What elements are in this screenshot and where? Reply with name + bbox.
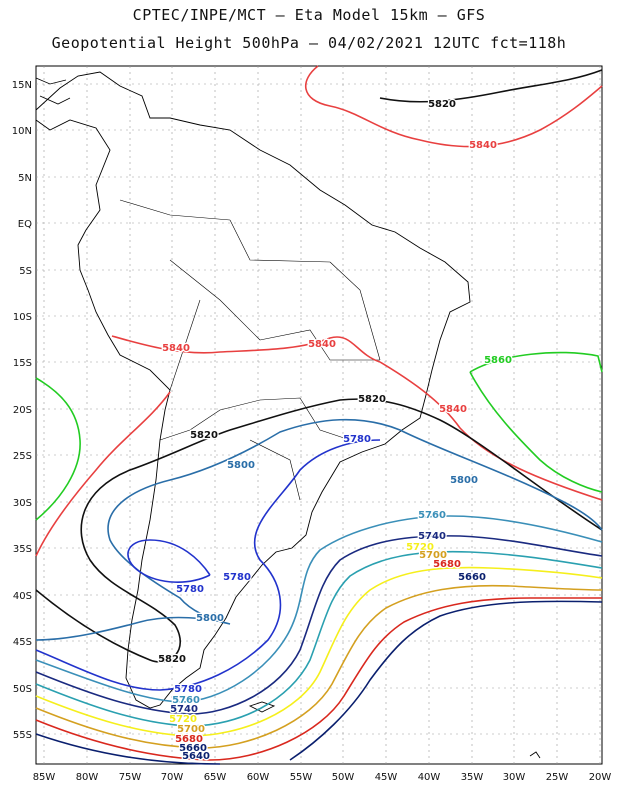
contour-label-5800: 5800 [227, 460, 255, 471]
longitude-label: 65W [204, 772, 227, 783]
contour-label-5740: 5740 [418, 531, 446, 542]
chart-title-line-1: CPTEC/INPE/MCT – Eta Model 15km – GFS [132, 6, 486, 24]
longitude-label: 55W [290, 772, 313, 783]
longitude-label: 50W [332, 772, 355, 783]
latitude-label: 5N [18, 173, 32, 184]
longitude-label: 25W [546, 772, 569, 783]
contour-label-5840: 5840 [439, 404, 467, 415]
latitude-label: 15S [13, 358, 32, 369]
contour-5740 [35, 535, 603, 715]
contour-5820-main [35, 398, 603, 663]
contour-label-5780: 5780 [343, 434, 371, 445]
contour-label-5820: 5820 [158, 654, 186, 665]
contour-label-5840: 5840 [469, 140, 497, 151]
contour-label-5680: 5680 [175, 734, 203, 745]
latitude-label: 5S [19, 266, 32, 277]
contour-label-5780: 5780 [176, 584, 204, 595]
south-america-coastline [35, 71, 471, 709]
contour-5780-main [35, 439, 381, 691]
contour-label-5780: 5780 [223, 572, 251, 583]
plot-frame [35, 65, 603, 765]
contour-5840-central [111, 335, 603, 501]
longitude-label: 45W [375, 772, 398, 783]
latitude-label: 35S [13, 544, 32, 555]
contour-5660 [35, 597, 602, 761]
latitude-label: 10S [13, 312, 32, 323]
contour-label-5640: 5640 [182, 751, 210, 762]
longitude-labels: 85W 80W 75W 70W 65W 60W 55W 50W 45W 40W 35W 30W 25W 2… [33, 772, 612, 783]
longitude-label: 60W [247, 772, 270, 783]
contour-label-5800: 5800 [450, 475, 478, 486]
longitude-label: 35W [461, 772, 484, 783]
contour-5780-loop [127, 539, 211, 583]
height-contours [35, 65, 603, 765]
south-georgia [529, 751, 541, 759]
latitude-label: 25S [13, 451, 32, 462]
chart-title-line-2: Geopotential Height 500hPa – 04/02/2021 … [51, 34, 567, 52]
contour-5860-east [469, 351, 603, 493]
contour-labels: 5820 5840 5840 5840 5860 5840 5820 5820 5780 5800… [157, 98, 513, 764]
latitude-label: 15N [12, 80, 32, 91]
contour-5680 [35, 584, 603, 749]
contour-5760 [35, 515, 603, 703]
contour-label-5660: 5660 [179, 743, 207, 754]
latitude-label: EQ [18, 219, 32, 230]
contour-label-5660: 5660 [458, 572, 486, 583]
coastline [35, 71, 541, 759]
central-america-coastline [35, 77, 71, 105]
latitude-label: 40S [13, 591, 32, 602]
contour-5800 [35, 418, 603, 641]
contour-label-5800: 5800 [196, 613, 224, 624]
contour-label-5740: 5740 [170, 704, 198, 715]
longitude-label: 20W [589, 772, 612, 783]
contour-5640 [35, 600, 603, 765]
contour-5720 [35, 550, 603, 727]
contour-label-5860: 5860 [484, 355, 512, 366]
latitude-labels: 15N 10N 5N EQ 5S 10S 15S 20S 25S 30S 35S 40S 45S 50S 5… [12, 80, 32, 741]
contour-label-5760: 5760 [418, 510, 446, 521]
contour-label-5840: 5840 [162, 343, 190, 354]
contour-label-5700: 5700 [177, 724, 205, 735]
latitude-label: 50S [13, 684, 32, 695]
contour-label-5760: 5760 [172, 695, 200, 706]
latitude-label: 55S [13, 730, 32, 741]
contour-5840-west [35, 391, 171, 557]
latitude-label: 30S [13, 498, 32, 509]
contour-label-5820: 5820 [428, 99, 456, 110]
contour-label-5700: 5700 [419, 550, 447, 561]
longitude-label: 40W [418, 772, 441, 783]
contour-label-5720: 5720 [406, 542, 434, 553]
latitude-label: 10N [12, 126, 32, 137]
contour-label-5680: 5680 [433, 559, 461, 570]
contour-label-5820: 5820 [358, 394, 386, 405]
contour-5700 [35, 566, 603, 737]
longitude-label: 85W [33, 772, 56, 783]
latitude-label: 45S [13, 637, 32, 648]
gridlines [36, 66, 602, 764]
contour-5820-north [379, 69, 603, 103]
latitude-label: 20S [13, 405, 32, 416]
longitude-label: 70W [161, 772, 184, 783]
longitude-label: 30W [503, 772, 526, 783]
contour-label-5840: 5840 [308, 339, 336, 350]
country-borders [119, 199, 381, 501]
longitude-label: 75W [119, 772, 142, 783]
contour-5860-west [35, 377, 81, 521]
longitude-label: 80W [76, 772, 99, 783]
contour-label-5820: 5820 [190, 430, 218, 441]
contour-5840-north [304, 65, 603, 148]
contour-label-5780: 5780 [174, 684, 202, 695]
contour-label-5720: 5720 [169, 714, 197, 725]
